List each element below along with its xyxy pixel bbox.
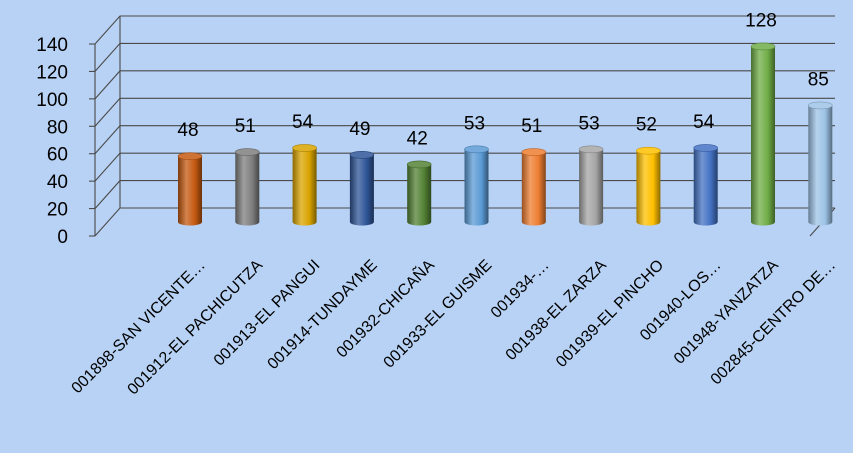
- x-tick-label: 001914-TUNDAYME: [265, 257, 381, 373]
- data-label: 52: [636, 115, 657, 136]
- data-label: 54: [292, 112, 314, 133]
- y-axis-ticks: 0 20 40 60 80 100 120 140: [36, 35, 68, 248]
- y-tick-label: 120: [36, 62, 68, 83]
- x-tick-label: 001939-EL PINCHO: [553, 257, 667, 371]
- data-label: 49: [349, 119, 370, 140]
- bar-top: [693, 144, 719, 152]
- gridline: [94, 125, 835, 155]
- gridline: [94, 97, 835, 127]
- x-tick-label: 001932-CHICAÑA: [331, 254, 438, 361]
- data-label: 42: [407, 128, 428, 149]
- bar-top: [636, 146, 661, 155]
- bar: [177, 152, 203, 226]
- bar-body: [464, 149, 489, 226]
- data-label: 85: [808, 69, 829, 90]
- bar: [807, 101, 833, 226]
- bars: [177, 42, 833, 226]
- bar: [578, 145, 604, 226]
- bar-body: [751, 46, 775, 226]
- y-tick-label: 40: [47, 172, 68, 193]
- x-tick-label: 001933-EL GUISME: [381, 257, 496, 372]
- data-label: 54: [693, 112, 715, 133]
- data-labels: 48 51 54 49 42 53 51 53 52 54 128 85: [177, 10, 828, 149]
- bar-body: [693, 147, 718, 226]
- data-label: 51: [521, 116, 542, 137]
- data-label: 53: [464, 113, 485, 134]
- bar-top: [235, 148, 260, 156]
- x-tick-label: 001948-YANZATZA: [671, 257, 782, 368]
- y-tick-label: 140: [36, 35, 68, 56]
- bar-body: [349, 154, 374, 226]
- bar-top: [750, 42, 776, 51]
- bar-body: [579, 149, 604, 226]
- bar-body: [235, 152, 260, 226]
- bar: [693, 144, 719, 226]
- x-tick-label: 001913-EL PANGUI: [211, 257, 324, 370]
- data-label: 53: [579, 113, 600, 134]
- bar: [464, 145, 489, 226]
- bar-top: [521, 148, 547, 156]
- data-label: 128: [745, 10, 777, 31]
- bar-body: [178, 156, 202, 226]
- bar: [750, 42, 776, 226]
- y-tick-label: 20: [47, 200, 68, 221]
- y-tick-label: 0: [57, 227, 68, 248]
- bar-top: [464, 145, 489, 154]
- bar-body: [407, 164, 432, 226]
- gridline: [94, 70, 835, 100]
- bar: [636, 146, 661, 226]
- y-tick-label: 100: [36, 90, 68, 111]
- bar-top: [406, 160, 432, 169]
- gridline: [94, 42, 835, 72]
- bar-body: [808, 105, 833, 226]
- bar-body: [292, 147, 317, 226]
- bar-body: [636, 150, 661, 226]
- bar: [521, 148, 547, 226]
- data-label: 51: [235, 116, 256, 137]
- y-tick-label: 80: [47, 117, 68, 138]
- data-label: 48: [177, 120, 198, 141]
- bar: [406, 160, 432, 226]
- bar-top: [807, 101, 833, 110]
- bar: [235, 148, 260, 226]
- bar-top: [177, 152, 203, 160]
- gridline: [94, 15, 835, 45]
- bar-top: [578, 145, 604, 154]
- bar-top: [292, 144, 317, 152]
- x-tick-label: 001938-EL ZARZA: [503, 257, 610, 364]
- x-axis-labels: 001898-SAN VICENTE…001912-EL PACHICUTZA0…: [69, 254, 840, 398]
- bar: [292, 144, 317, 226]
- bar-top: [349, 151, 375, 159]
- bar-body: [521, 152, 546, 226]
- y-tick-label: 60: [47, 145, 68, 166]
- bar: [349, 151, 375, 226]
